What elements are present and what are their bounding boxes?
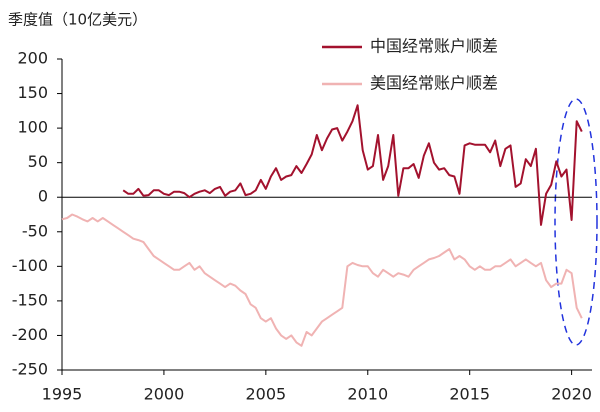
chart-title: 季度值（10亿美元） <box>8 11 147 29</box>
legend-label: 中国经常账户顺差 <box>370 37 498 56</box>
x-tick-label: 2015 <box>449 385 490 404</box>
y-tick-label: -200 <box>12 325 48 344</box>
y-tick-label: -50 <box>22 221 48 240</box>
y-tick-label: -100 <box>12 256 48 275</box>
y-tick-label: -150 <box>12 290 48 309</box>
x-tick-label: 2010 <box>347 385 388 404</box>
y-tick-label: 50 <box>28 152 48 171</box>
y-tick-label: 100 <box>17 118 48 137</box>
y-tick-label: 0 <box>38 187 48 206</box>
series-line <box>61 213 583 347</box>
series-line <box>122 104 583 226</box>
x-tick-label: 2020 <box>551 385 592 404</box>
highlight-ellipse <box>554 98 598 346</box>
x-tick-label: 2000 <box>144 385 185 404</box>
y-tick-label: -250 <box>12 360 48 379</box>
x-tick-label: 1995 <box>42 385 83 404</box>
x-tick-label: 2005 <box>245 385 286 404</box>
y-tick-label: 200 <box>17 49 48 68</box>
legend-label: 美国经常账户顺差 <box>370 74 498 93</box>
y-tick-label: 150 <box>17 83 48 102</box>
